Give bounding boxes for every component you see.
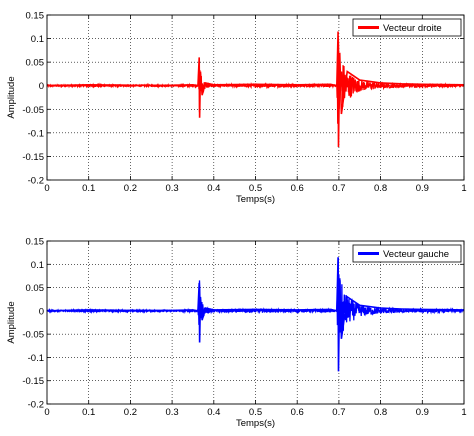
x-tick-label: 0.8 <box>374 407 387 418</box>
y-tick-label: -0.2 <box>28 400 44 411</box>
x-tick-label: 0.2 <box>124 183 137 194</box>
y-tick-label: 0.1 <box>31 260 44 271</box>
x-tick-label: 0.9 <box>416 183 429 194</box>
x-tick-label: 0.3 <box>165 407 178 418</box>
series-peaks <box>46 257 465 372</box>
y-tick-label: 0 <box>39 81 44 92</box>
y-tick-label: -0.15 <box>22 152 44 163</box>
plot-frame <box>46 240 465 405</box>
y-tick-label: 0.15 <box>26 11 45 22</box>
x-tick-label: 0.7 <box>332 183 345 194</box>
y-axis-title: Amplitude <box>6 301 17 343</box>
x-tick-label: 0.7 <box>332 407 345 418</box>
y-tick-label: -0.05 <box>22 105 44 116</box>
x-axis-title: Temps(s) <box>236 194 275 205</box>
y-tick-label: 0.05 <box>26 58 45 69</box>
chart-2: 0 0.1 0.2 0.3 0.4 0.5 0.6 0.7 0.8 0.9 1 0.15 0.1 0.05… <box>6 237 467 430</box>
x-tick-label: 0.3 <box>165 183 178 194</box>
x-tick-label: 0.6 <box>291 183 304 194</box>
x-tick-label: 0.4 <box>207 183 220 194</box>
legend-box <box>352 18 462 37</box>
x-tick-label: 0.8 <box>374 183 387 194</box>
x-tick-label: 0 <box>44 407 49 418</box>
series-peaks <box>46 31 465 148</box>
x-tick-label: 0.5 <box>249 407 262 418</box>
y-tick-label: 0.1 <box>31 34 44 45</box>
x-tick-label: 1 <box>461 407 466 418</box>
x-tick-label: 0.6 <box>291 407 304 418</box>
x-tick-label: 0.1 <box>82 407 95 418</box>
chart-1: 0 0.1 0.2 0.3 0.4 0.5 0.6 0.7 0.8 0.9 1 0.15 0.1 0.05… <box>6 11 467 206</box>
y-tick-label: -0.1 <box>28 128 44 139</box>
x-axis-title: Temps(s) <box>236 418 275 429</box>
y-axis-title: Amplitude <box>6 76 17 118</box>
y-tick-label: -0.2 <box>28 176 44 187</box>
y-tick-label: -0.1 <box>28 353 44 364</box>
x-tick-label: 1 <box>461 183 466 194</box>
y-tick-label: 0.05 <box>26 283 45 294</box>
y-tick-label: -0.05 <box>22 330 44 341</box>
y-tick-label: -0.15 <box>22 376 44 387</box>
y-tick-label: 0 <box>39 306 44 317</box>
legend-box <box>352 244 462 263</box>
plot-frame <box>46 14 465 181</box>
x-tick-label: 0.5 <box>249 183 262 194</box>
legend-label: Vecteur droite <box>383 23 442 34</box>
x-tick-label: 0.9 <box>416 407 429 418</box>
x-tick-label: 0 <box>44 183 49 194</box>
x-tick-label: 0.1 <box>82 183 95 194</box>
y-tick-label: 0.15 <box>26 237 45 248</box>
x-tick-label: 0.2 <box>124 407 137 418</box>
x-tick-label: 0.4 <box>207 407 220 418</box>
legend-label: Vecteur gauche <box>383 249 449 260</box>
